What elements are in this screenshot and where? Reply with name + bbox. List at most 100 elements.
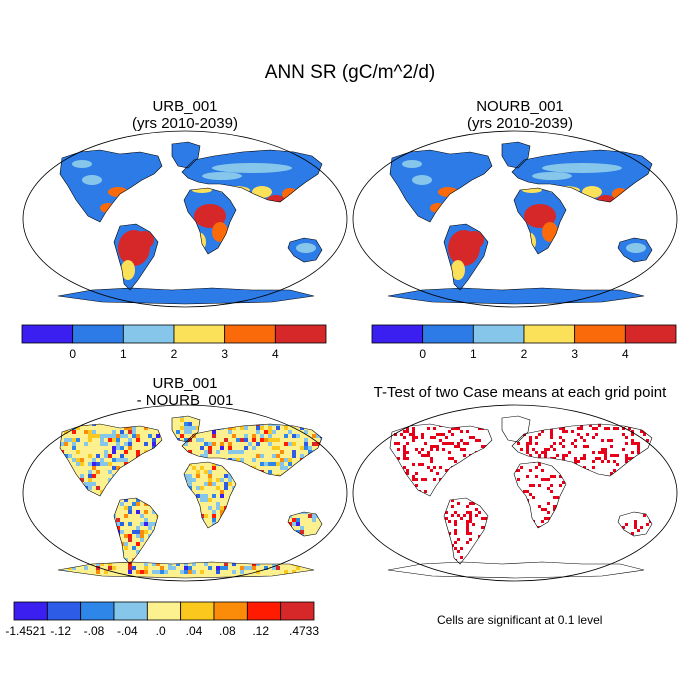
significant-cell — [433, 466, 436, 469]
significant-cell — [457, 427, 460, 430]
diff-cell — [92, 466, 96, 470]
diff-cell — [72, 438, 76, 442]
diff-cell — [96, 570, 100, 574]
significant-cell — [580, 457, 583, 460]
significant-cell — [628, 457, 631, 460]
significant-cell — [430, 448, 433, 451]
coastline-greenland — [171, 415, 201, 443]
diff-cell — [128, 510, 132, 514]
significant-cell — [541, 478, 544, 481]
diff-cell — [136, 434, 140, 438]
significant-cell — [448, 457, 451, 460]
colorbar-tick-label: .08 — [219, 624, 236, 638]
significant-cell — [421, 463, 424, 466]
colorbar-box-2 — [80, 601, 115, 621]
coastline-africa — [513, 461, 567, 529]
diff-cell — [84, 418, 88, 422]
panel-nourb-title: NOURB_001 (yrs 2010-2039) — [355, 98, 685, 132]
significant-cell — [385, 559, 388, 562]
significant-cell — [631, 532, 634, 535]
diff-cell — [144, 442, 148, 446]
diff-cell — [68, 562, 72, 566]
diff-cell — [60, 562, 64, 566]
significant-cell — [631, 439, 634, 442]
significant-cell — [529, 493, 532, 496]
coastline-eurasia — [511, 149, 653, 203]
diff-cell — [256, 442, 260, 446]
diff-cell — [84, 482, 88, 486]
colorbar-box-7 — [246, 601, 282, 621]
diff-cell — [52, 430, 56, 434]
significant-cell — [562, 439, 565, 442]
diff-cell — [140, 542, 144, 546]
diff-cell — [300, 446, 304, 450]
diff-cell — [58, 554, 60, 558]
diff-cell — [288, 462, 292, 466]
significant-cell — [481, 445, 484, 448]
diff-cell — [144, 518, 148, 522]
significant-cell — [406, 427, 409, 430]
colorbar-box-2 — [472, 324, 525, 344]
significant-cell — [616, 463, 619, 466]
diff-cell — [220, 474, 224, 478]
colorbar-box-3 — [113, 601, 148, 621]
diff-cell — [132, 426, 136, 430]
diff-cell — [268, 438, 272, 442]
significant-cell — [448, 430, 451, 433]
diff-cell — [128, 522, 132, 526]
diff-cell — [316, 442, 320, 446]
diff-cell — [124, 426, 128, 430]
diff-cell — [84, 446, 88, 450]
significant-cell — [466, 523, 469, 526]
significant-cell — [454, 529, 457, 532]
significant-cell — [538, 484, 541, 487]
significant-cell — [607, 439, 610, 442]
significant-cell — [532, 448, 535, 451]
significant-cell — [409, 421, 412, 424]
diff-cell — [140, 530, 144, 534]
diff-cell — [204, 478, 208, 482]
significant-cell — [643, 427, 646, 430]
diff-cell — [212, 494, 216, 498]
diff-cell — [248, 442, 252, 446]
significant-cell — [397, 442, 400, 445]
significant-cell — [397, 448, 400, 451]
significant-cell — [580, 436, 583, 439]
diff-cell — [124, 442, 128, 446]
significant-cell — [457, 502, 460, 505]
diff-cell — [288, 522, 292, 526]
diff-cell — [88, 454, 92, 458]
significant-cell — [592, 460, 595, 463]
significant-cell — [394, 433, 397, 436]
diff-cell — [140, 522, 144, 526]
diff-cell — [296, 566, 300, 570]
diff-cell — [312, 434, 316, 438]
significant-cell — [550, 430, 553, 433]
diff-cell — [240, 570, 244, 574]
diff-cell — [256, 430, 260, 434]
significant-cell — [643, 559, 646, 562]
significant-cell — [424, 454, 427, 457]
colorbar-tick-label: 1 — [470, 347, 477, 361]
map-border — [22, 404, 348, 582]
significant-cell — [616, 454, 619, 457]
significant-cell — [436, 433, 439, 436]
significant-cell — [415, 448, 418, 451]
diff-cell — [220, 494, 224, 498]
diff-cell — [136, 454, 140, 458]
significant-cell — [481, 517, 484, 520]
diff-cell — [116, 518, 120, 522]
significant-cell — [466, 442, 469, 445]
significant-cell — [403, 451, 406, 454]
panel-nourb-title-line1: NOURB_001 — [476, 98, 564, 115]
diff-cell — [232, 562, 236, 566]
diff-cell — [72, 566, 76, 570]
significant-cell — [574, 439, 577, 442]
diff-cell — [316, 434, 320, 438]
significant-cell — [544, 451, 547, 454]
diff-cell — [68, 416, 72, 418]
significant-cell — [577, 460, 580, 463]
significant-cell — [472, 523, 475, 526]
diff-cell — [188, 482, 192, 486]
significant-cell — [646, 418, 649, 421]
